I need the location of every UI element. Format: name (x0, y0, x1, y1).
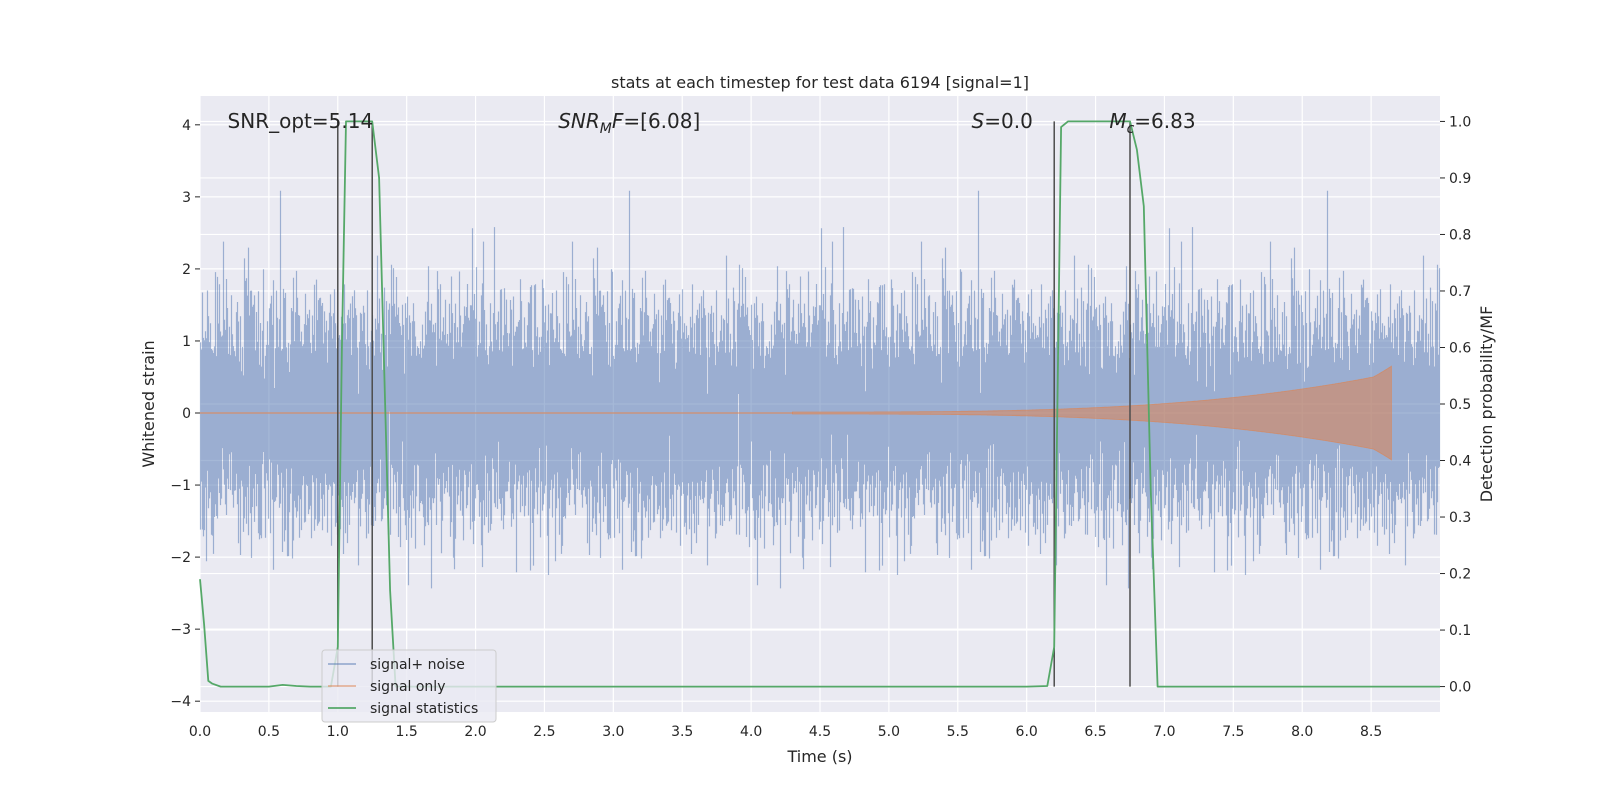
legend-label: signal statistics (370, 701, 478, 717)
y2-tick-label: 0.1 (1449, 623, 1471, 639)
y2-tick-label: 1.0 (1449, 114, 1471, 130)
x-tick-label: 2.0 (464, 724, 486, 740)
x-tick-label: 7.0 (1153, 724, 1175, 740)
annotation-part: c (1127, 121, 1135, 137)
x-axis-label: Time (s) (786, 747, 852, 766)
x-tick-label: 5.5 (947, 724, 969, 740)
x-tick-label: 6.5 (1084, 724, 1106, 740)
y-axis-label: Whitened strain (139, 340, 158, 467)
x-tick-label: 8.0 (1291, 724, 1313, 740)
x-tick-label: 1.5 (396, 724, 418, 740)
y-tick-label: 0 (182, 406, 191, 422)
y-tick-label: −1 (170, 478, 191, 494)
signal-envelope (792, 365, 1392, 461)
y-tick-label: 4 (182, 118, 191, 134)
annotation-part: SNR (558, 109, 600, 133)
y2-tick-label: 0.6 (1449, 340, 1471, 356)
x-tick-label: 4.0 (740, 724, 762, 740)
y-tick-label: −4 (170, 694, 191, 710)
y-tick-label: 1 (182, 334, 191, 350)
x-tick-label: 5.0 (878, 724, 900, 740)
y2-tick-label: 0.8 (1449, 227, 1471, 243)
annotation-part: =0.0 (984, 109, 1033, 133)
y2-axis-label: Detection probability/MF (1477, 306, 1496, 503)
annotation-part: M (1109, 109, 1126, 133)
y-tick-label: 3 (182, 190, 191, 206)
y2-tick-label: 0.2 (1449, 567, 1471, 583)
y2-tick-label: 0.4 (1449, 454, 1471, 470)
annotation-part: F (612, 109, 624, 133)
x-tick-label: 4.5 (809, 724, 831, 740)
y-tick-label: −3 (170, 622, 191, 638)
y2-tick-label: 0.7 (1449, 284, 1471, 300)
x-tick-label: 8.5 (1360, 724, 1382, 740)
y2-tick-label: 0.0 (1449, 680, 1471, 696)
signal-only-series (200, 365, 1392, 461)
annotation: SNRM​F=[6.08] (558, 109, 700, 137)
x-tick-label: 0.5 (258, 724, 280, 740)
annotations: SNR_opt=5.14 SNRM​F=[6.08] S=0.0 Mc​=6.83 (228, 109, 1196, 137)
annotation-part: =[6.08] (623, 109, 700, 133)
legend-label: signal+ noise (370, 657, 465, 673)
x-tick-label: 1.0 (327, 724, 349, 740)
legend: signal+ noise signal only signal statistic… (321, 649, 497, 723)
annotation-part: M (600, 121, 612, 137)
x-tick-label: 2.5 (533, 724, 555, 740)
x-tick-label: 0.0 (189, 724, 211, 740)
y2-tick-label: 0.5 (1449, 397, 1471, 413)
x-tick-label: 3.0 (602, 724, 624, 740)
annotation: SNR_opt=5.14 (228, 109, 374, 133)
x-tick-label: 6.0 (1016, 724, 1038, 740)
chart-title: stats at each timestep for test data 619… (611, 73, 1029, 92)
x-tick-label: 3.5 (671, 724, 693, 740)
x-tick-label: 7.5 (1222, 724, 1244, 740)
legend-label: signal only (370, 679, 445, 695)
y-tick-label: −2 (170, 550, 191, 566)
axes: 0.0 0.5 1.0 1.5 2.0 2.5 3.0 3.5 4.0 4.5 5.0 5.5 6.0 6… (170, 114, 1471, 740)
y2-tick-label: 0.3 (1449, 510, 1471, 526)
legend-box (321, 649, 497, 723)
y-tick-label: 2 (182, 262, 191, 278)
y2-tick-label: 0.9 (1449, 171, 1471, 187)
annotation-part: =6.83 (1134, 109, 1195, 133)
annotation: Mc​=6.83 (1109, 109, 1195, 137)
annotation: S=0.0 (972, 109, 1033, 133)
annotation-part: S (972, 109, 985, 133)
